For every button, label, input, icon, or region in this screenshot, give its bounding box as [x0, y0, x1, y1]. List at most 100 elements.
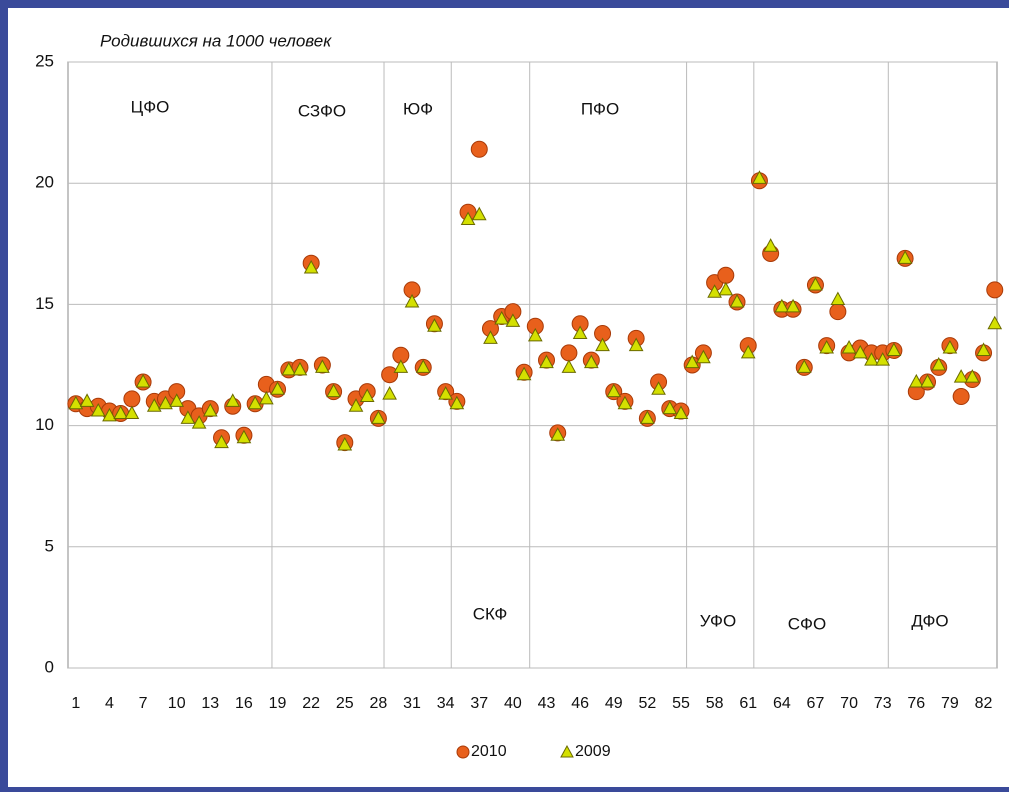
slide: Родившихся на 1000 человек 0 5 10 15 20 25 1 4 7… — [8, 8, 1009, 787]
point — [348, 398, 364, 412]
point — [505, 313, 521, 327]
point — [829, 303, 847, 321]
x-tick-label: 76 — [907, 695, 925, 712]
x-tick-label: 58 — [706, 695, 724, 712]
district-label: СЗФО — [298, 101, 346, 120]
point — [470, 140, 488, 158]
x-tick-label: 64 — [773, 695, 791, 712]
x-tick-label: 34 — [437, 695, 455, 712]
point — [326, 383, 341, 398]
point — [169, 393, 185, 407]
point — [393, 359, 409, 373]
x-tick-label: 25 — [336, 695, 354, 712]
point — [696, 349, 711, 364]
point — [560, 344, 578, 362]
point — [191, 415, 207, 429]
point — [953, 369, 969, 383]
point — [146, 398, 162, 412]
point — [292, 361, 308, 376]
point — [381, 366, 399, 384]
point — [337, 436, 353, 451]
point — [651, 381, 666, 395]
point — [886, 342, 902, 356]
x-tick-label: 4 — [105, 695, 114, 712]
district-label: ЦФО — [131, 97, 170, 116]
point — [202, 403, 218, 417]
point — [225, 393, 241, 407]
point — [90, 403, 106, 417]
point — [359, 388, 375, 403]
x-tick-label: 16 — [235, 695, 253, 712]
point — [976, 342, 991, 356]
point — [415, 359, 431, 373]
point — [449, 395, 465, 410]
point — [483, 330, 498, 344]
point — [124, 405, 140, 419]
point — [796, 359, 812, 373]
x-tick-label: 19 — [269, 695, 287, 712]
point — [617, 395, 633, 410]
point — [662, 400, 678, 415]
point — [640, 410, 655, 424]
point — [819, 339, 835, 354]
x-tick-label: 7 — [139, 695, 148, 712]
point — [135, 373, 151, 388]
point — [785, 298, 801, 313]
point — [595, 337, 610, 352]
chart-title: Родившихся на 1000 человек — [100, 31, 332, 50]
point — [628, 337, 644, 352]
point — [561, 359, 577, 373]
x-tick-label: 67 — [807, 695, 825, 712]
point — [550, 427, 566, 441]
point — [404, 293, 420, 308]
x-tick-label: 28 — [370, 695, 388, 712]
x-tick-label: 61 — [739, 695, 757, 712]
point — [986, 281, 1004, 299]
point — [315, 359, 330, 373]
legend-marker — [560, 744, 574, 758]
point — [852, 344, 868, 359]
point — [897, 250, 913, 264]
point — [270, 381, 285, 395]
point — [606, 383, 622, 398]
point — [102, 407, 117, 422]
district-label: СКФ — [473, 604, 508, 623]
point — [864, 352, 879, 366]
point — [707, 284, 722, 298]
point — [718, 281, 734, 296]
point — [572, 325, 588, 339]
point — [539, 354, 554, 369]
point — [438, 386, 453, 400]
point — [740, 344, 756, 359]
x-tick-label: 52 — [638, 695, 656, 712]
district-label: ПФО — [581, 99, 619, 118]
plot-area — [67, 61, 998, 669]
point — [158, 395, 173, 410]
x-tick-label: 46 — [571, 695, 589, 712]
point — [247, 395, 263, 410]
district-label: УФО — [700, 611, 736, 630]
x-tick-label: 55 — [672, 695, 690, 712]
district-label: СФО — [788, 614, 826, 633]
legend-item: 2009 — [560, 743, 611, 760]
point — [382, 386, 397, 400]
point — [583, 354, 599, 369]
point — [752, 170, 767, 184]
point — [427, 318, 442, 332]
point — [214, 434, 229, 449]
point — [236, 429, 252, 444]
point — [494, 310, 510, 325]
x-tick-label: 79 — [941, 695, 959, 712]
district-label: ДФО — [911, 611, 948, 630]
legend-label: 2010 — [471, 743, 507, 760]
point — [673, 405, 689, 419]
district-label: ЮФ — [403, 99, 433, 118]
point — [875, 352, 891, 366]
point — [460, 211, 476, 226]
point — [516, 366, 532, 381]
point — [281, 361, 297, 376]
chart: Родившихся на 1000 человек 0 5 10 15 20 25 1 4 7… — [35, 31, 1004, 760]
point — [684, 354, 700, 369]
point — [965, 369, 980, 383]
